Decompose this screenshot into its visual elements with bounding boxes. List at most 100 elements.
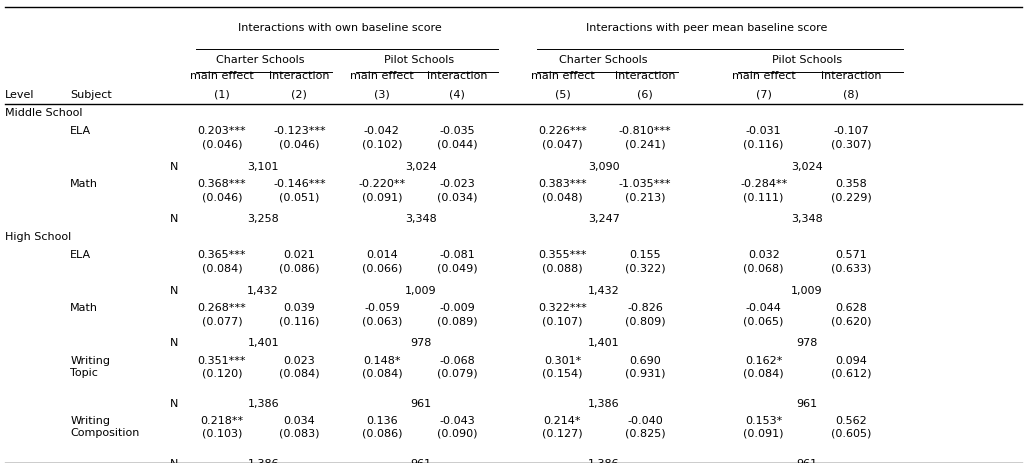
Text: 1,386: 1,386 bbox=[588, 459, 619, 463]
Text: main effect: main effect bbox=[190, 71, 254, 81]
Text: Pilot Schools: Pilot Schools bbox=[385, 55, 454, 65]
Text: Middle School: Middle School bbox=[5, 108, 83, 118]
Text: 3,348: 3,348 bbox=[406, 214, 437, 225]
Text: (0.213): (0.213) bbox=[624, 193, 666, 203]
Text: (0.044): (0.044) bbox=[437, 140, 478, 150]
Text: 0.268***: 0.268*** bbox=[197, 303, 247, 313]
Text: -0.040: -0.040 bbox=[627, 416, 663, 426]
Text: 3,090: 3,090 bbox=[588, 162, 619, 172]
Text: N: N bbox=[170, 459, 179, 463]
Text: High School: High School bbox=[5, 232, 71, 242]
Text: -1.035***: -1.035*** bbox=[619, 179, 671, 189]
Text: -0.059: -0.059 bbox=[364, 303, 399, 313]
Text: Subject: Subject bbox=[70, 90, 111, 100]
Text: (0.612): (0.612) bbox=[831, 368, 872, 378]
Text: 0.301*: 0.301* bbox=[544, 356, 581, 366]
Text: 0.148*: 0.148* bbox=[363, 356, 400, 366]
Text: main effect: main effect bbox=[732, 71, 796, 81]
Text: 1,432: 1,432 bbox=[588, 286, 619, 296]
Text: 1,432: 1,432 bbox=[248, 286, 279, 296]
Text: -0.035: -0.035 bbox=[440, 126, 475, 136]
Text: Writing: Writing bbox=[70, 416, 110, 426]
Text: 0.365***: 0.365*** bbox=[198, 250, 246, 260]
Text: (0.120): (0.120) bbox=[201, 368, 243, 378]
Text: ELA: ELA bbox=[70, 250, 91, 260]
Text: 0.690: 0.690 bbox=[630, 356, 660, 366]
Text: 0.153*: 0.153* bbox=[745, 416, 782, 426]
Text: (0.046): (0.046) bbox=[279, 140, 320, 150]
Text: 0.155: 0.155 bbox=[630, 250, 660, 260]
Text: (0.084): (0.084) bbox=[201, 264, 243, 274]
Text: N: N bbox=[170, 162, 179, 172]
Text: (8): (8) bbox=[843, 90, 860, 100]
Text: 3,247: 3,247 bbox=[588, 214, 619, 225]
Text: -0.023: -0.023 bbox=[440, 179, 475, 189]
Text: Math: Math bbox=[70, 303, 98, 313]
Text: 0.136: 0.136 bbox=[366, 416, 397, 426]
Text: interaction: interaction bbox=[615, 71, 675, 81]
Text: 0.562: 0.562 bbox=[836, 416, 867, 426]
Text: (0.065): (0.065) bbox=[743, 317, 784, 327]
Text: 0.032: 0.032 bbox=[748, 250, 779, 260]
Text: (0.051): (0.051) bbox=[279, 193, 320, 203]
Text: (4): (4) bbox=[449, 90, 465, 100]
Text: 3,258: 3,258 bbox=[248, 214, 279, 225]
Text: 1,386: 1,386 bbox=[588, 399, 619, 409]
Text: interaction: interaction bbox=[269, 71, 329, 81]
Text: 0.034: 0.034 bbox=[284, 416, 315, 426]
Text: Pilot Schools: Pilot Schools bbox=[773, 55, 842, 65]
Text: (0.825): (0.825) bbox=[624, 428, 666, 438]
Text: (0.605): (0.605) bbox=[831, 428, 872, 438]
Text: 0.322***: 0.322*** bbox=[538, 303, 587, 313]
Text: (0.102): (0.102) bbox=[361, 140, 402, 150]
Text: (6): (6) bbox=[637, 90, 653, 100]
Text: N: N bbox=[170, 338, 179, 349]
Text: 961: 961 bbox=[411, 399, 431, 409]
Text: Writing: Writing bbox=[70, 356, 110, 366]
Text: N: N bbox=[170, 399, 179, 409]
Text: (0.931): (0.931) bbox=[624, 368, 666, 378]
Text: -0.009: -0.009 bbox=[440, 303, 475, 313]
Text: 0.351***: 0.351*** bbox=[198, 356, 246, 366]
Text: (0.086): (0.086) bbox=[361, 428, 402, 438]
Text: 0.358: 0.358 bbox=[836, 179, 867, 189]
Text: (0.116): (0.116) bbox=[743, 140, 784, 150]
Text: Math: Math bbox=[70, 179, 98, 189]
Text: (0.154): (0.154) bbox=[542, 368, 583, 378]
Text: (0.086): (0.086) bbox=[279, 264, 320, 274]
Text: 0.368***: 0.368*** bbox=[197, 179, 247, 189]
Text: Charter Schools: Charter Schools bbox=[217, 55, 304, 65]
Text: 1,386: 1,386 bbox=[248, 459, 279, 463]
Text: (5): (5) bbox=[554, 90, 571, 100]
Text: -0.123***: -0.123*** bbox=[273, 126, 325, 136]
Text: 0.571: 0.571 bbox=[836, 250, 867, 260]
Text: Level: Level bbox=[5, 90, 35, 100]
Text: 1,009: 1,009 bbox=[792, 286, 823, 296]
Text: (0.047): (0.047) bbox=[542, 140, 583, 150]
Text: (0.091): (0.091) bbox=[743, 428, 784, 438]
Text: (0.084): (0.084) bbox=[743, 368, 784, 378]
Text: 0.355***: 0.355*** bbox=[539, 250, 586, 260]
Text: 978: 978 bbox=[411, 338, 431, 349]
Text: 1,386: 1,386 bbox=[248, 399, 279, 409]
Text: (0.090): (0.090) bbox=[437, 428, 478, 438]
Text: -0.220**: -0.220** bbox=[358, 179, 406, 189]
Text: (0.633): (0.633) bbox=[831, 264, 872, 274]
Text: Interactions with own baseline score: Interactions with own baseline score bbox=[237, 23, 442, 33]
Text: -0.068: -0.068 bbox=[440, 356, 475, 366]
Text: 0.383***: 0.383*** bbox=[538, 179, 587, 189]
Text: (0.077): (0.077) bbox=[201, 317, 243, 327]
Text: (0.083): (0.083) bbox=[279, 428, 320, 438]
Text: (0.241): (0.241) bbox=[624, 140, 666, 150]
Text: (3): (3) bbox=[374, 90, 390, 100]
Text: N: N bbox=[170, 214, 179, 225]
Text: 0.218**: 0.218** bbox=[200, 416, 244, 426]
Text: interaction: interaction bbox=[821, 71, 881, 81]
Text: 0.021: 0.021 bbox=[284, 250, 315, 260]
Text: 3,348: 3,348 bbox=[792, 214, 823, 225]
Text: (0.048): (0.048) bbox=[542, 193, 583, 203]
Text: 3,101: 3,101 bbox=[248, 162, 279, 172]
Text: (0.034): (0.034) bbox=[437, 193, 478, 203]
Text: (0.089): (0.089) bbox=[437, 317, 478, 327]
Text: 961: 961 bbox=[411, 459, 431, 463]
